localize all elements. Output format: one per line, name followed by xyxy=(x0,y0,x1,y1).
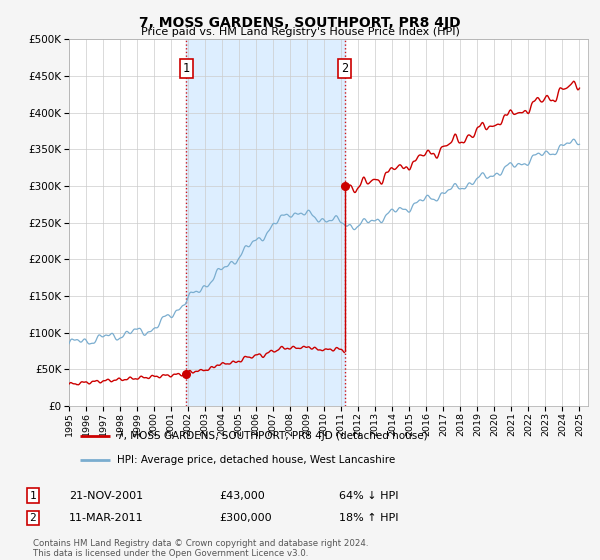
Text: 2: 2 xyxy=(29,513,37,523)
Text: 1: 1 xyxy=(183,62,190,75)
Text: 7, MOSS GARDENS, SOUTHPORT, PR8 4JD (detached house): 7, MOSS GARDENS, SOUTHPORT, PR8 4JD (det… xyxy=(118,431,428,441)
Text: £300,000: £300,000 xyxy=(219,513,272,523)
Text: 64% ↓ HPI: 64% ↓ HPI xyxy=(339,491,398,501)
Text: Contains HM Land Registry data © Crown copyright and database right 2024.
This d: Contains HM Land Registry data © Crown c… xyxy=(33,539,368,558)
Text: 1: 1 xyxy=(29,491,37,501)
Text: 7, MOSS GARDENS, SOUTHPORT, PR8 4JD: 7, MOSS GARDENS, SOUTHPORT, PR8 4JD xyxy=(139,16,461,30)
Text: 21-NOV-2001: 21-NOV-2001 xyxy=(69,491,143,501)
Text: 11-MAR-2011: 11-MAR-2011 xyxy=(69,513,143,523)
Text: Price paid vs. HM Land Registry's House Price Index (HPI): Price paid vs. HM Land Registry's House … xyxy=(140,27,460,37)
Text: £43,000: £43,000 xyxy=(219,491,265,501)
Text: 18% ↑ HPI: 18% ↑ HPI xyxy=(339,513,398,523)
Bar xyxy=(187,39,344,406)
Text: HPI: Average price, detached house, West Lancashire: HPI: Average price, detached house, West… xyxy=(118,455,395,465)
Text: 2: 2 xyxy=(341,62,348,75)
